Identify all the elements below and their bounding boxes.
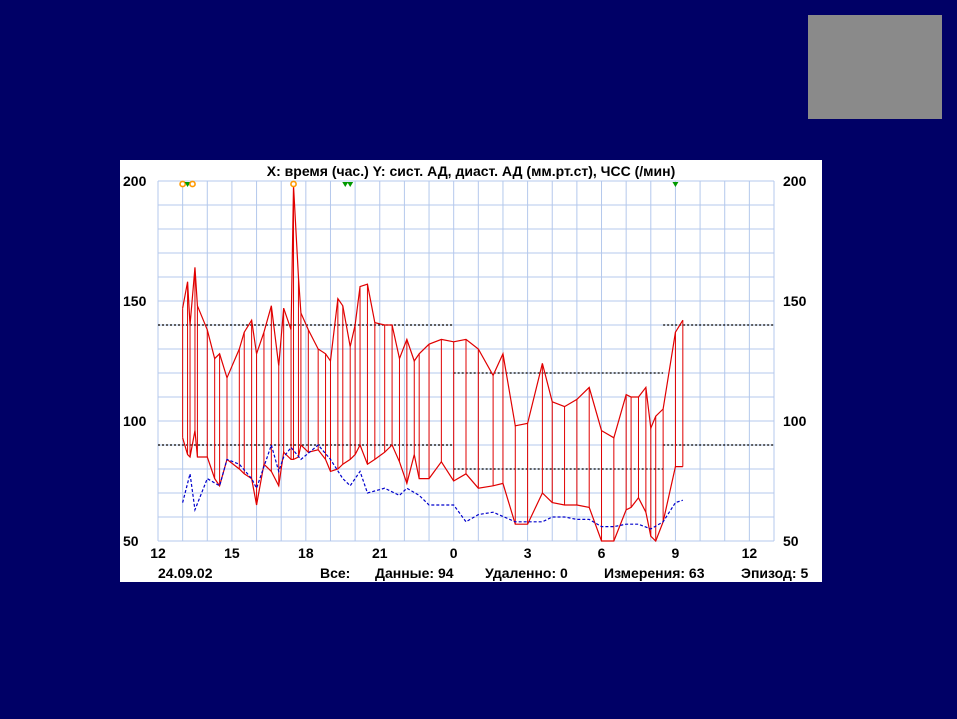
date-label: 24.09.02 (158, 565, 213, 581)
diastolic-line (182, 430, 683, 543)
systolic-line (182, 185, 684, 439)
slide-thumbnail (808, 15, 942, 119)
heart-rate-line (182, 442, 684, 530)
y-tick-label-left: 200 (123, 173, 147, 189)
footer-episode: Эпизод: 5 (741, 565, 808, 581)
marker-orange (189, 180, 196, 188)
y-tick-label-left: 100 (123, 413, 147, 429)
axes: 50 50 100 100 150 150 200 200 12 15 18 21 0 3 6 9 12 (123, 173, 807, 561)
bp-chart: 50 50 100 100 150 150 200 200 12 15 18 21 0 3 6 9 12 X: … (123, 163, 808, 581)
x-tick-label: 3 (524, 545, 532, 561)
marker-orange (179, 180, 187, 188)
x-tick-label: 15 (224, 545, 240, 561)
footer-measurements: Измерения: 63 (604, 565, 705, 581)
footer-deleted: Удаленно: 0 (485, 565, 568, 581)
marker-green (342, 182, 349, 187)
bp-range-bars (182, 185, 684, 541)
x-tick-label: 0 (450, 545, 458, 561)
x-tick-label: 9 (672, 545, 680, 561)
y-tick-label-left: 50 (123, 533, 139, 549)
marker-green (184, 182, 191, 187)
x-tick-label: 12 (150, 545, 166, 561)
x-tick-label: 6 (598, 545, 606, 561)
y-tick-label-right: 50 (783, 533, 799, 549)
y-tick-label-right: 200 (783, 173, 807, 189)
y-tick-label-left: 150 (123, 293, 147, 309)
marker-orange (290, 180, 297, 188)
chart-title: X: время (час.) Y: сист. АД, диаст. АД (… (267, 163, 675, 179)
footer-all: Все: (320, 565, 350, 581)
bp-chart-panel: 50 50 100 100 150 150 200 200 12 15 18 21 0 3 6 9 12 X: … (120, 160, 822, 582)
x-tick-label: 18 (298, 545, 314, 561)
event-markers (179, 180, 679, 188)
x-tick-label: 12 (742, 545, 758, 561)
y-tick-label-right: 150 (783, 293, 807, 309)
footer-data: Данные: 94 (375, 565, 454, 581)
series-lines (182, 185, 684, 543)
x-tick-label: 21 (372, 545, 388, 561)
y-tick-label-right: 100 (783, 413, 807, 429)
marker-green (672, 182, 679, 187)
marker-green (347, 182, 354, 187)
